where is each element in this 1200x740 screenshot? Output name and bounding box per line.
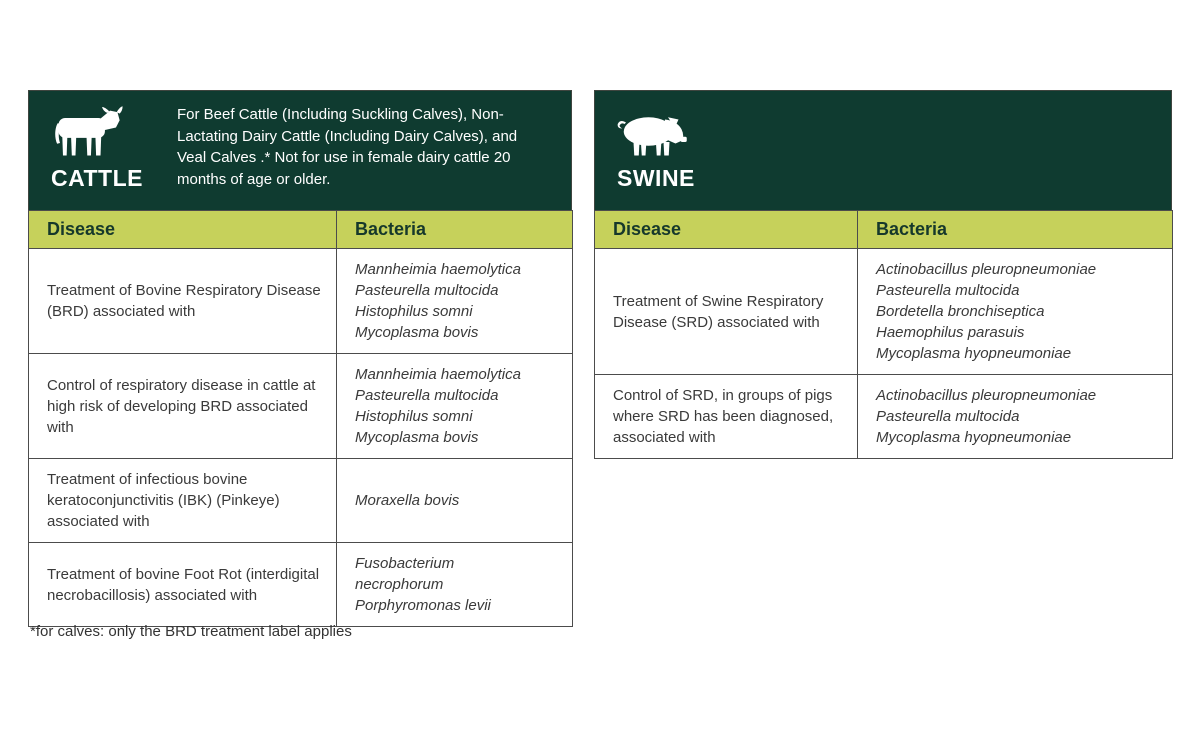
table-row: Treatment of Bovine Respiratory Disease … bbox=[28, 248, 573, 354]
disease-cell: Treatment of Swine Respiratory Disease (… bbox=[594, 248, 858, 375]
bacteria-line: Haemophilus parasuis bbox=[876, 324, 1025, 341]
bacteria-line: Pasteurella multocida bbox=[355, 282, 499, 299]
table-row: Treatment of infectious bovine keratocon… bbox=[28, 458, 573, 543]
table-row: Treatment of Swine Respiratory Disease (… bbox=[594, 248, 1173, 375]
bacteria-line: Fusobacterium necrophorum bbox=[355, 555, 455, 593]
bacteria-cell: Fusobacterium necrophorum Porphyromonas … bbox=[336, 542, 573, 627]
swine-header-band: SWINE bbox=[594, 90, 1172, 210]
bacteria-line: Mannheimia haemolytica bbox=[355, 261, 521, 278]
disease-cell: Control of SRD, in groups of pigs where … bbox=[594, 374, 858, 459]
cattle-header-band: CATTLE For Beef Cattle (Including Suckli… bbox=[28, 90, 572, 210]
calves-footnote: *for calves: only the BRD treatment labe… bbox=[30, 623, 352, 640]
bacteria-line: Pasteurella multocida bbox=[876, 408, 1020, 425]
swine-table: Disease Bacteria Treatment of Swine Resp… bbox=[594, 210, 1173, 459]
cattle-disease-column-header: Disease bbox=[28, 210, 337, 249]
bacteria-line: Bordetella bronchiseptica bbox=[876, 303, 1045, 320]
bacteria-line: Mycoplasma hyopneumoniae bbox=[876, 345, 1072, 362]
cattle-table: Disease Bacteria Treatment of Bovine Res… bbox=[28, 210, 573, 627]
table-row: Control of respiratory disease in cattle… bbox=[28, 353, 573, 459]
table-row: Control of SRD, in groups of pigs where … bbox=[594, 374, 1173, 459]
cattle-panel: CATTLE For Beef Cattle (Including Suckli… bbox=[28, 90, 573, 627]
cattle-column-header-row: Disease Bacteria bbox=[28, 210, 573, 249]
disease-cell: Control of respiratory disease in cattle… bbox=[28, 353, 337, 459]
cattle-description: For Beef Cattle (Including Suckling Calv… bbox=[177, 106, 518, 188]
bacteria-cell: Mannheimia haemolytica Pasteurella multo… bbox=[336, 353, 573, 459]
bacteria-line: Actinobacillus pleuropneumoniae bbox=[876, 387, 1097, 404]
table-row: Treatment of bovine Foot Rot (interdigit… bbox=[28, 542, 573, 627]
swine-title: SWINE bbox=[617, 165, 695, 191]
swine-column-header-row: Disease Bacteria bbox=[594, 210, 1173, 249]
pig-icon bbox=[617, 103, 692, 157]
bacteria-cell: Actinobacillus pleuropneumoniae Pasteure… bbox=[857, 248, 1173, 375]
bacteria-line: Mannheimia haemolytica bbox=[355, 366, 521, 383]
bacteria-line: Actinobacillus pleuropneumoniae bbox=[876, 261, 1097, 278]
bacteria-cell: Moraxella bovis bbox=[336, 458, 573, 543]
disease-cell: Treatment of Bovine Respiratory Disease … bbox=[28, 248, 337, 354]
swine-disease-column-header: Disease bbox=[594, 210, 858, 249]
swine-panel: SWINE Disease Bacteria Treatment of Swin… bbox=[594, 90, 1173, 459]
bacteria-cell: Actinobacillus pleuropneumoniae Pasteure… bbox=[857, 374, 1173, 459]
bacteria-line: Mycoplasma bovis bbox=[355, 429, 479, 446]
disease-cell: Treatment of infectious bovine keratocon… bbox=[28, 458, 337, 543]
cattle-title: CATTLE bbox=[51, 165, 144, 191]
bacteria-line: Moraxella bovis bbox=[355, 492, 460, 509]
swine-identity: SWINE bbox=[595, 91, 743, 210]
swine-bacteria-column-header: Bacteria bbox=[857, 210, 1173, 249]
bacteria-line: Pasteurella multocida bbox=[355, 387, 499, 404]
cattle-identity: CATTLE bbox=[29, 91, 177, 210]
bacteria-cell: Mannheimia haemolytica Pasteurella multo… bbox=[336, 248, 573, 354]
bacteria-line: Pasteurella multocida bbox=[876, 282, 1020, 299]
bacteria-line: Histophilus somni bbox=[355, 303, 473, 320]
disease-cell: Treatment of bovine Foot Rot (interdigit… bbox=[28, 542, 337, 627]
bacteria-line: Porphyromonas levii bbox=[355, 597, 491, 614]
bacteria-line: Histophilus somni bbox=[355, 408, 473, 425]
cattle-bacteria-column-header: Bacteria bbox=[336, 210, 573, 249]
cow-icon bbox=[51, 103, 125, 157]
bacteria-line: Mycoplasma hyopneumoniae bbox=[876, 429, 1072, 446]
bacteria-line: Mycoplasma bovis bbox=[355, 324, 479, 341]
